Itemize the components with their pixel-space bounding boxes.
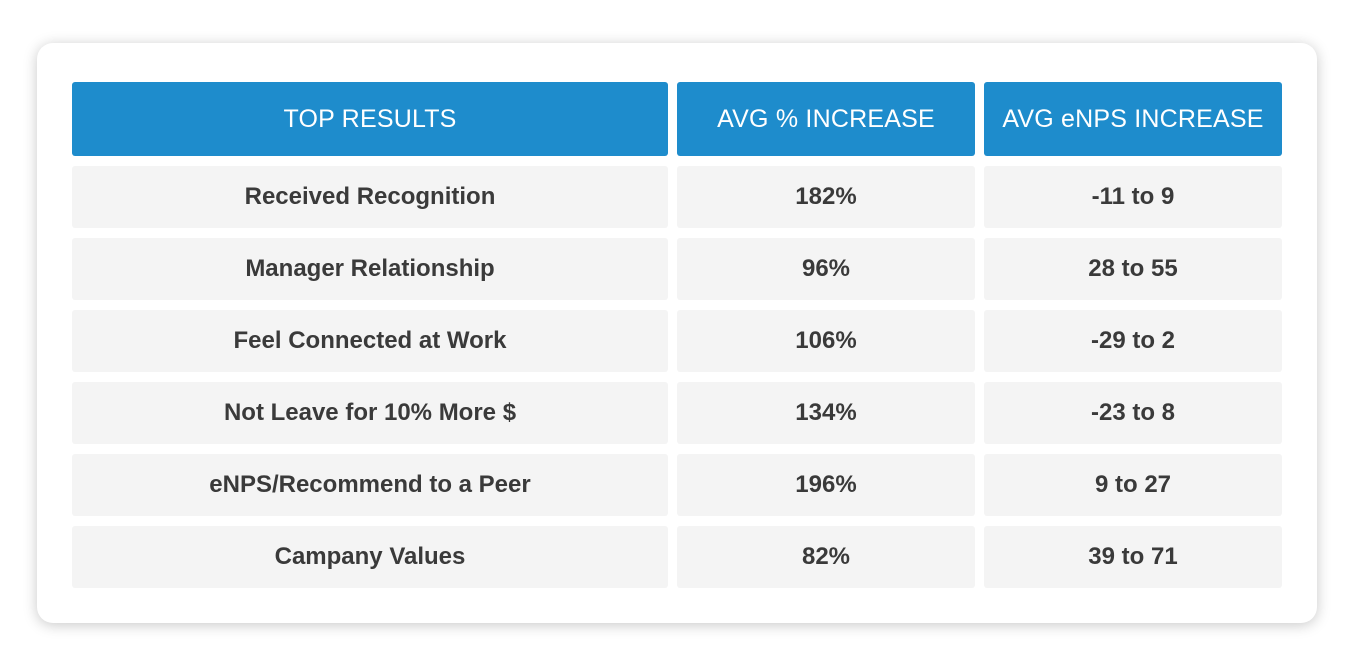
header-avg-enps-increase: AVG eNPS INCREASE — [984, 82, 1282, 156]
header-top-results: TOP RESULTS — [72, 82, 668, 156]
row-5-avg-enps: 9 to 27 — [984, 454, 1282, 516]
results-card: TOP RESULTS AVG % INCREASE AVG eNPS INCR… — [37, 43, 1317, 623]
row-3-avg-enps: -29 to 2 — [984, 310, 1282, 372]
row-2-result: Manager Relationship — [72, 238, 668, 300]
row-3-result: Feel Connected at Work — [72, 310, 668, 372]
row-5-result: eNPS/Recommend to a Peer — [72, 454, 668, 516]
row-6-avg-enps: 39 to 71 — [984, 526, 1282, 588]
results-table: TOP RESULTS AVG % INCREASE AVG eNPS INCR… — [72, 82, 1283, 598]
row-1-avg-percent: 182% — [677, 166, 975, 228]
row-1-result: Received Recognition — [72, 166, 668, 228]
row-6-result: Campany Values — [72, 526, 668, 588]
row-3-avg-percent: 106% — [677, 310, 975, 372]
row-4-result: Not Leave for 10% More $ — [72, 382, 668, 444]
row-1-avg-enps: -11 to 9 — [984, 166, 1282, 228]
header-avg-percent-increase: AVG % INCREASE — [677, 82, 975, 156]
row-2-avg-percent: 96% — [677, 238, 975, 300]
row-2-avg-enps: 28 to 55 — [984, 238, 1282, 300]
row-5-avg-percent: 196% — [677, 454, 975, 516]
row-4-avg-percent: 134% — [677, 382, 975, 444]
row-4-avg-enps: -23 to 8 — [984, 382, 1282, 444]
row-6-avg-percent: 82% — [677, 526, 975, 588]
